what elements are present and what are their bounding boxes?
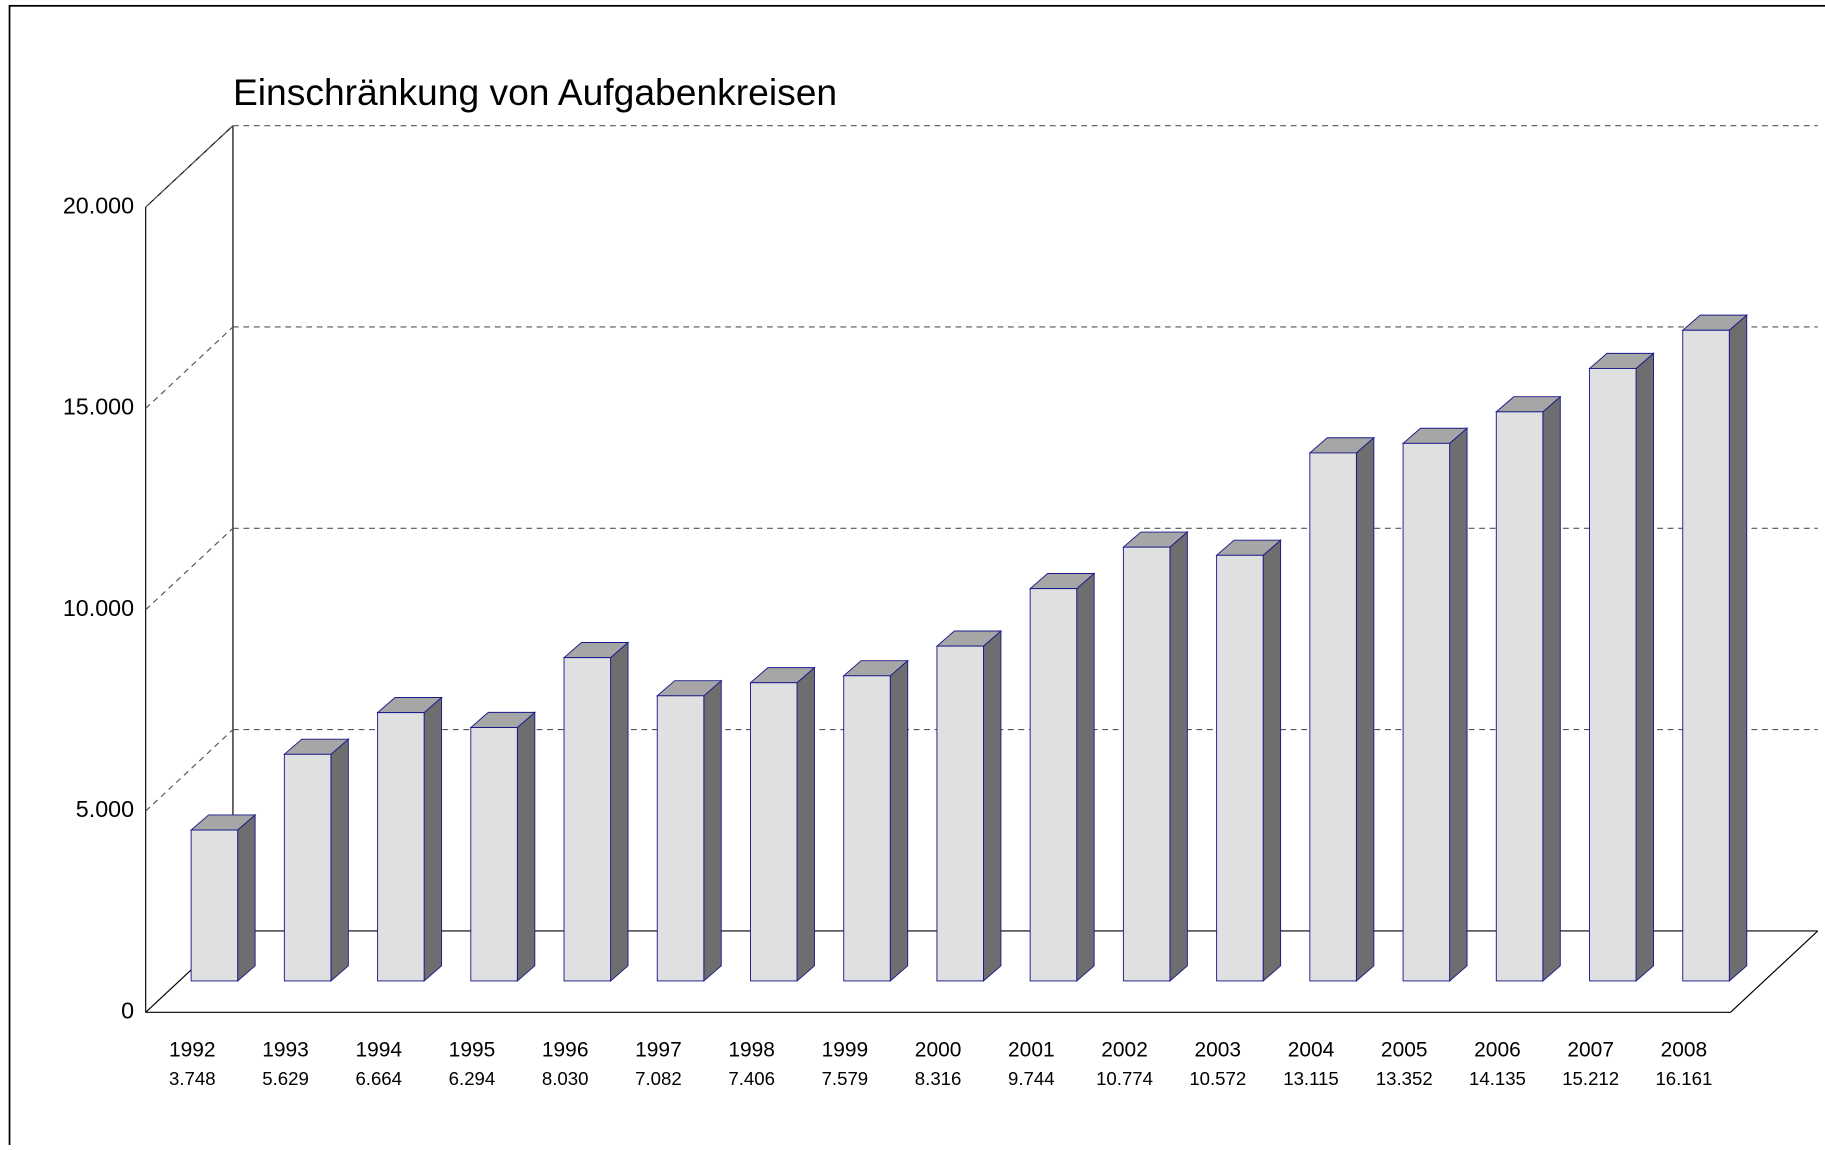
value-label: 16.161 [1655, 1068, 1712, 1089]
x-tick-label: 2001 [1008, 1038, 1055, 1061]
y-tick-label: 5.000 [76, 796, 134, 822]
bar [190, 829, 239, 982]
bar-side [516, 711, 536, 982]
y-tick-label: 15.000 [63, 394, 134, 420]
x-tick-label: 1993 [262, 1038, 309, 1061]
bar [1495, 411, 1544, 982]
bar-side [1449, 427, 1468, 982]
y-tick-label: 20.000 [63, 192, 134, 218]
x-tick-label: 2006 [1474, 1038, 1521, 1061]
bar-side [1076, 572, 1095, 982]
y-tick-label: 0 [121, 997, 134, 1023]
grid-line-side [145, 527, 234, 611]
x-tick-label: 2002 [1101, 1038, 1148, 1061]
value-label: 7.579 [822, 1068, 869, 1089]
value-label: 8.316 [915, 1068, 962, 1089]
bar [283, 753, 332, 982]
bar [750, 682, 798, 982]
bar [1122, 546, 1171, 982]
value-label: 7.082 [635, 1068, 682, 1089]
bar [1216, 554, 1264, 982]
bar-side [1355, 436, 1375, 982]
value-label: 7.406 [728, 1068, 775, 1089]
value-label: 15.212 [1562, 1068, 1619, 1089]
x-tick-label: 1999 [822, 1038, 869, 1061]
x-tick-label: 1995 [449, 1038, 496, 1061]
value-label: 10.774 [1096, 1068, 1153, 1089]
grid-line-side [145, 125, 234, 208]
value-label: 13.115 [1283, 1068, 1339, 1089]
bar-side [1635, 352, 1654, 982]
bar-side [1169, 531, 1188, 982]
bar-side [1728, 314, 1748, 982]
bar [656, 695, 705, 982]
bar-side [1262, 539, 1282, 982]
bar-side [796, 666, 815, 982]
x-tick-label: 2007 [1567, 1038, 1614, 1061]
grid-line-side [145, 326, 234, 409]
value-label: 14.135 [1469, 1068, 1526, 1089]
value-label: 8.030 [542, 1068, 589, 1089]
bar [470, 727, 518, 982]
floor-right [1730, 930, 1819, 1013]
value-label: 9.744 [1008, 1068, 1055, 1089]
x-tick-label: 2004 [1288, 1038, 1335, 1061]
bar-side [610, 641, 629, 982]
x-tick-label: 1992 [169, 1038, 216, 1061]
bar-side [703, 679, 722, 982]
value-label: 10.572 [1189, 1068, 1246, 1089]
value-label: 6.664 [355, 1068, 402, 1089]
bar [563, 657, 612, 982]
chart-border [8, 4, 1825, 1150]
bar-side [330, 738, 349, 982]
x-tick-label: 1994 [355, 1038, 402, 1061]
bar-side [983, 629, 1002, 982]
x-tick-label: 2003 [1194, 1038, 1241, 1061]
bar [1589, 368, 1637, 982]
value-label: 5.629 [262, 1068, 309, 1089]
value-label: 3.748 [169, 1068, 216, 1089]
bar-side [237, 813, 256, 982]
grid-line-side [145, 729, 234, 812]
chart-title: Einschränkung von Aufgabenkreisen [233, 71, 837, 113]
bar [1029, 588, 1078, 982]
x-tick-label: 2000 [915, 1038, 962, 1061]
bar-side [889, 659, 909, 982]
bar [1402, 442, 1451, 982]
x-tick-label: 2008 [1661, 1038, 1708, 1061]
x-tick-label: 2005 [1381, 1038, 1428, 1061]
bar-side [1542, 395, 1561, 982]
x-tick-label: 1998 [728, 1038, 775, 1061]
bar-side [423, 696, 443, 982]
bar [1682, 329, 1730, 982]
bar [1309, 452, 1357, 982]
y-tick-label: 10.000 [63, 595, 134, 621]
bar [936, 645, 984, 982]
value-label: 6.294 [449, 1068, 496, 1089]
wall-top-edge [145, 125, 234, 208]
x-tick-label: 1996 [542, 1038, 589, 1061]
bar [377, 712, 425, 982]
x-tick-label: 1997 [635, 1038, 682, 1061]
value-label: 13.352 [1376, 1068, 1433, 1089]
bar [843, 675, 891, 982]
